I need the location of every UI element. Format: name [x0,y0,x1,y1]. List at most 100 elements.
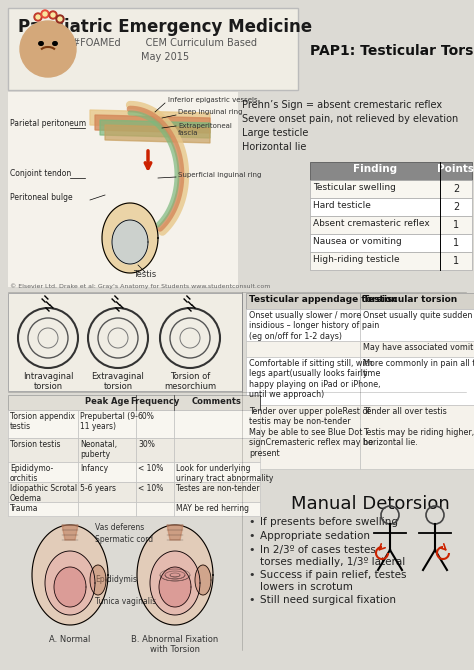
Bar [310,234,472,252]
Bar [246,309,360,341]
Text: Inferior epigastric vessels: Inferior epigastric vessels [168,97,258,103]
Bar [246,405,360,469]
Text: MAY be red herring: MAY be red herring [176,504,249,513]
Text: Prehn’s Sign = absent cremestaric reflex: Prehn’s Sign = absent cremestaric reflex [242,100,442,110]
Text: Infancy: Infancy [80,464,108,473]
Text: Tunica vaginalis: Tunica vaginalis [95,597,156,606]
Bar [136,462,174,482]
Text: Frequency: Frequency [130,397,180,406]
Text: A. Normal: A. Normal [49,635,91,644]
Text: 30%: 30% [138,440,155,449]
Bar [78,482,136,502]
Text: Peritoneal bulge: Peritoneal bulge [10,194,73,202]
Text: Comfortable if sitting still, with
legs apart(usually looks fairly
happy playing: Comfortable if sitting still, with legs … [249,359,381,399]
Circle shape [20,21,76,77]
Text: Prepubertal (9-
11 years): Prepubertal (9- 11 years) [80,412,138,431]
Bar [8,502,78,516]
Polygon shape [137,525,213,625]
Text: Points: Points [438,164,474,174]
Text: 1: 1 [453,256,459,266]
Text: Epididymo-
orchitis: Epididymo- orchitis [10,464,53,483]
Text: Trauma: Trauma [10,504,38,513]
Bar [8,482,78,502]
Text: #FOAMEd        CEM Curriculum Based: #FOAMEd CEM Curriculum Based [73,38,257,48]
Circle shape [43,12,47,16]
Text: Manual Detorsion: Manual Detorsion [291,495,449,513]
Text: Absent cremasteric reflex: Absent cremasteric reflex [313,219,430,228]
Text: Still need surgical fixation: Still need surgical fixation [260,595,396,605]
Text: High-riding testicle: High-riding testicle [313,255,400,264]
Circle shape [36,15,40,19]
Circle shape [41,10,49,18]
Bar [136,502,174,516]
Bar [310,252,472,270]
Text: May have associated vomiting: May have associated vomiting [363,343,474,352]
Polygon shape [45,551,95,615]
Text: Tender all over testis

Testis may be riding higher, or
horizontal lie.: Tender all over testis Testis may be rid… [363,407,474,447]
Text: © Elsevier Ltd. Drake et al: Gray's Anatomy for Students www.studentconsult.com: © Elsevier Ltd. Drake et al: Gray's Anat… [10,283,270,289]
Text: Onset usually quite sudden: Onset usually quite sudden [363,311,473,320]
Polygon shape [167,525,183,540]
Bar [136,438,174,462]
Text: If presents before swelling: If presents before swelling [260,517,398,527]
Bar [310,162,472,180]
Bar [360,357,474,405]
Bar [8,395,260,410]
Text: Appropriate sedation: Appropriate sedation [260,531,370,541]
Bar [8,92,238,287]
Bar [78,462,136,482]
Text: < 10%: < 10% [138,464,164,473]
Text: •: • [248,545,255,555]
Text: 60%: 60% [138,412,155,421]
Text: Torsion of
mesorchium: Torsion of mesorchium [164,372,216,391]
Circle shape [58,17,62,21]
Bar [246,357,360,405]
Polygon shape [95,115,210,133]
Text: Look for underlying
urinary tract abnormality: Look for underlying urinary tract abnorm… [176,464,273,483]
Bar [360,293,474,309]
Text: •: • [248,531,255,541]
Bar [8,462,78,482]
Bar [174,462,260,482]
Text: Spermatic cord: Spermatic cord [95,535,153,544]
Bar [246,293,360,309]
Text: Superficial inguinal ring: Superficial inguinal ring [178,172,261,178]
Polygon shape [32,525,108,625]
Text: Extravaginal
torsion: Extravaginal torsion [91,372,145,391]
Bar [310,180,472,198]
Bar [360,309,474,341]
Bar [78,502,136,516]
Text: Horizontal lie: Horizontal lie [242,142,306,152]
Text: B. Abnormal Fixation
with Torsion: B. Abnormal Fixation with Torsion [131,635,219,655]
Polygon shape [102,203,158,273]
Text: Vas deferens: Vas deferens [95,523,144,532]
Polygon shape [159,567,191,607]
Bar [360,405,474,469]
Text: Conjoint tendon: Conjoint tendon [10,170,71,178]
Text: In 2/3º of cases testes
torses medially, 1/3º lateral: In 2/3º of cases testes torses medially,… [260,545,405,567]
Polygon shape [105,125,210,143]
Text: 1: 1 [453,220,459,230]
Circle shape [34,13,42,21]
Bar [8,410,78,438]
Text: Hard testicle: Hard testicle [313,201,371,210]
Bar [78,410,136,438]
Polygon shape [112,220,148,264]
Circle shape [49,11,57,19]
Circle shape [56,15,64,23]
Text: Idiopathic Scrotal
Oedema: Idiopathic Scrotal Oedema [10,484,77,503]
Text: Severe onset pain, not relieved by elevation: Severe onset pain, not relieved by eleva… [242,114,458,124]
Polygon shape [62,525,78,540]
Text: Torsion appendix
testis: Torsion appendix testis [10,412,75,431]
Text: Success if pain relief, testes
lowers in scrotum: Success if pain relief, testes lowers in… [260,570,407,592]
Text: Finding: Finding [353,164,397,174]
Polygon shape [195,565,211,595]
Text: 5-6 years: 5-6 years [80,484,116,493]
Text: Torsion testis: Torsion testis [10,440,61,449]
Circle shape [51,13,55,17]
Text: Parietal peritoneum: Parietal peritoneum [10,119,86,129]
Bar [310,216,472,234]
Text: Testes are non-tender: Testes are non-tender [176,484,259,493]
Polygon shape [54,567,86,607]
Text: Paediatric Emergency Medicine: Paediatric Emergency Medicine [18,18,312,36]
